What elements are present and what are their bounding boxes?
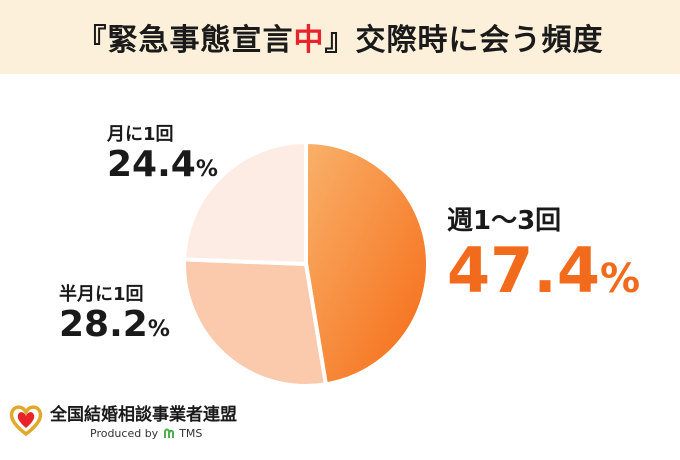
label-semimonthly: 半月に1回 28.2% (59, 280, 170, 344)
title-highlight: 中 (293, 23, 325, 58)
label-semimonthly-unit: % (147, 317, 170, 342)
label-semimonthly-number: 28.2 (59, 304, 148, 345)
label-monthly-unit: % (195, 157, 218, 182)
label-semimonthly-category: 半月に1回 (59, 284, 144, 305)
label-monthly-number: 24.4 (107, 144, 196, 185)
heart-logo-icon (9, 405, 43, 437)
title-before: 『緊急事態宣言 (76, 23, 294, 58)
produced-by-text: Produced by (90, 427, 159, 440)
label-monthly-value: 24.4% (107, 146, 218, 184)
label-monthly: 月に1回 24.4% (107, 120, 218, 184)
chart-title: 『緊急事態宣言中』交際時に会う頻度 (77, 15, 604, 59)
title-bar: 『緊急事態宣言中』交際時に会う頻度 (0, 0, 680, 74)
label-weekly: 週1〜3回 47.4% (447, 200, 640, 305)
label-monthly-category: 月に1回 (107, 124, 174, 145)
logo-name: 全国結婚相談事業者連盟 (50, 405, 237, 425)
label-weekly-unit: % (599, 256, 641, 302)
brand-text: TMS (179, 427, 203, 440)
label-weekly-number: 47.4 (447, 234, 600, 307)
label-weekly-value: 47.4% (447, 234, 641, 307)
label-weekly-category: 週1〜3回 (447, 206, 562, 236)
pie-slice-semimonthly (182, 257, 328, 388)
label-semimonthly-value: 28.2% (59, 306, 170, 344)
logo-subline: Produced by TMS (90, 427, 237, 440)
pie-slice-weekly (304, 140, 431, 387)
title-after: 』交際時に会う頻度 (324, 23, 604, 58)
tms-mark-icon (163, 428, 174, 438)
pie-slice-monthly (182, 140, 308, 266)
logo: 全国結婚相談事業者連盟 Produced by TMS (8, 400, 237, 440)
